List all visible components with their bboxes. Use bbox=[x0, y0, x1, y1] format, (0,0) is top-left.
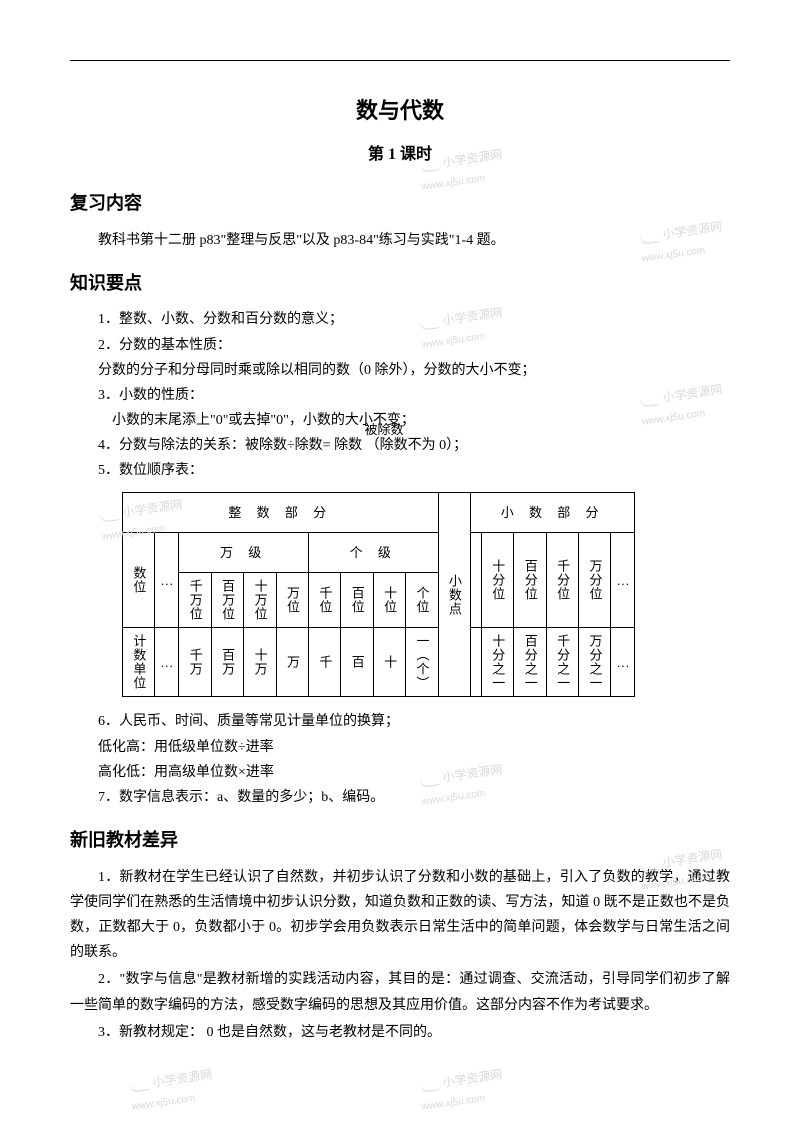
k-item-6: 6．人民币、时间、质量等常见计量单位的换算； bbox=[98, 709, 730, 734]
th-level-wan: 万 级 bbox=[179, 533, 309, 573]
h-qwan: 千万位 bbox=[179, 573, 211, 628]
k-item-6b: 高化低：用高级单位数×进率 bbox=[98, 760, 730, 785]
th-decimal-point: 小数点 bbox=[438, 492, 470, 697]
d-sf: 十分位 bbox=[481, 533, 513, 628]
k-item-3: 3．小数的性质： bbox=[98, 383, 730, 408]
row-label-digit: 数位 bbox=[123, 533, 155, 628]
d-qf: 千分位 bbox=[546, 533, 578, 628]
cell-ell-1: … bbox=[155, 533, 179, 628]
du-sf: 十分之一 bbox=[481, 628, 513, 697]
fraction-numerator: 被除数 bbox=[365, 418, 404, 441]
u-ge: 一︵个︶ bbox=[406, 628, 438, 697]
k-item-2: 2．分数的基本性质： bbox=[98, 333, 730, 358]
page-title: 数与代数 bbox=[70, 91, 730, 131]
diff-p3: 3．新教材规定： 0 也是自然数，这与老教材是不同的。 bbox=[70, 1020, 730, 1045]
diff-p2: 2．"数字与信息"是教材新增的实践活动内容，其目的是：通过调查、交流活动，引导同… bbox=[70, 967, 730, 1017]
u-bai: 百 bbox=[341, 628, 373, 697]
u-bwan: 百万 bbox=[211, 628, 243, 697]
du-bf: 百分之一 bbox=[514, 628, 546, 697]
cell-ell-3: … bbox=[155, 628, 179, 697]
h-swan: 十万位 bbox=[244, 573, 276, 628]
section-diff-heading: 新旧教材差异 bbox=[70, 824, 730, 856]
watermark-icon: 小学资源网 www.xj5u.com bbox=[418, 1064, 507, 1117]
section-review-heading: 复习内容 bbox=[70, 187, 730, 219]
d-wf: 万分位 bbox=[579, 533, 611, 628]
th-level-ge: 个 级 bbox=[308, 533, 438, 573]
k-item-4-wrap: 被除数 4．分数与除法的关系：被除数÷除数= 除数 （除数不为 0）； bbox=[98, 433, 730, 458]
u-shi: 十 bbox=[373, 628, 405, 697]
review-content: 教科书第十二册 p83"整理与反思"以及 p83-84"练习与实践"1-4 题。 bbox=[70, 228, 730, 253]
th-int-part: 整 数 部 分 bbox=[123, 492, 439, 532]
row-label-unit: 计数单位 bbox=[123, 628, 155, 697]
k-item-2a: 分数的分子和分母同时乘或除以相同的数（0 除外），分数的大小不变； bbox=[98, 358, 730, 383]
du-qf: 千分之一 bbox=[546, 628, 578, 697]
h-bai: 百位 bbox=[341, 573, 373, 628]
place-value-table: 整 数 部 分 小数点 小 数 部 分 数位 … 万 级 个 级 十分位 百分位… bbox=[122, 492, 635, 698]
u-qwan: 千万 bbox=[179, 628, 211, 697]
h-ge: 个位 bbox=[406, 573, 438, 628]
section-knowledge-heading: 知识要点 bbox=[70, 267, 730, 299]
page-subtitle: 第 1 课时 bbox=[70, 141, 730, 170]
watermark-icon: 小学资源网 www.xj5u.com bbox=[128, 1064, 217, 1117]
u-wan: 万 bbox=[276, 628, 308, 697]
cell-ell-4: … bbox=[611, 628, 635, 697]
diff-p1: 1．新教材在学生已经认识了自然数，并初步认识了分数和小数的基础上，引入了负数的教… bbox=[70, 865, 730, 966]
k-item-5: 5．数位顺序表： bbox=[98, 458, 730, 483]
k-item-3a: 小数的末尾添上"0"或去掉"0"，小数的大小不变； bbox=[112, 408, 730, 433]
cell-ell-2: … bbox=[611, 533, 635, 628]
k-item-6a: 低化高：用低级单位数÷进率 bbox=[98, 735, 730, 760]
top-rule bbox=[70, 60, 730, 61]
u-qian: 千 bbox=[308, 628, 340, 697]
h-bwan: 百万位 bbox=[211, 573, 243, 628]
d-bf: 百分位 bbox=[514, 533, 546, 628]
k-item-1: 1．整数、小数、分数和百分数的意义； bbox=[98, 307, 730, 332]
h-qian: 千位 bbox=[308, 573, 340, 628]
k-item-7: 7．数字信息表示：a、数量的多少；b、编码。 bbox=[98, 785, 730, 810]
du-wf: 万分之一 bbox=[579, 628, 611, 697]
k-item-4: 4．分数与除法的关系：被除数÷除数= 除数 （除数不为 0）； bbox=[98, 433, 730, 458]
h-shi: 十位 bbox=[373, 573, 405, 628]
u-swan: 十万 bbox=[244, 628, 276, 697]
h-wan: 万位 bbox=[276, 573, 308, 628]
th-dec-part: 小 数 部 分 bbox=[470, 492, 635, 532]
